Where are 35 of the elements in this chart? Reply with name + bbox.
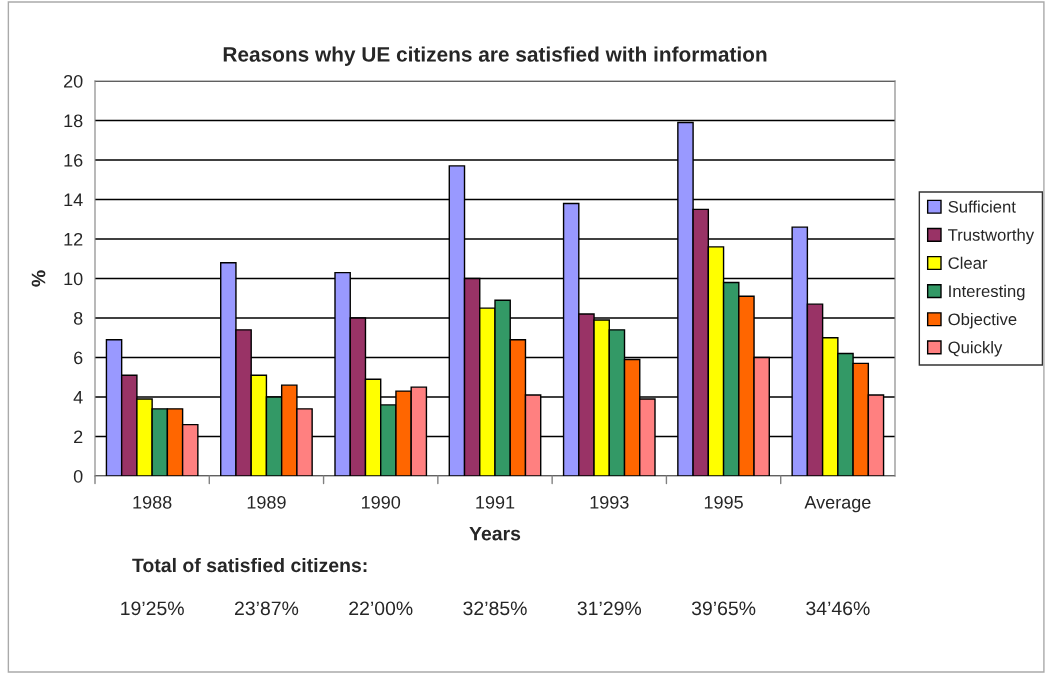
y-tick-label: 4 bbox=[73, 391, 83, 404]
legend-label: Trustworthy bbox=[948, 228, 1035, 245]
y-tick-label: 2 bbox=[74, 430, 83, 444]
y-tick-label: 14 bbox=[64, 193, 83, 207]
text: 23’87% bbox=[234, 601, 299, 616]
y-tick-label: 16 bbox=[64, 153, 83, 167]
text: 22’00% bbox=[349, 601, 413, 616]
legend-label: Clear bbox=[948, 256, 988, 269]
legend-label: Objective bbox=[948, 312, 1017, 329]
x-tick-label: 1990 bbox=[362, 495, 401, 509]
text: 31’29% bbox=[577, 601, 642, 616]
y-tick-label: 6 bbox=[74, 351, 83, 365]
legend-label: Quickly bbox=[948, 341, 1003, 357]
x-tick-label: 1989 bbox=[247, 495, 286, 509]
y-tick-label: 18 bbox=[64, 114, 83, 128]
y-tick-label: 20 bbox=[64, 74, 83, 88]
x-tick-label: 1991 bbox=[476, 495, 515, 509]
x-tick-label: 1995 bbox=[704, 495, 743, 509]
y-axis-title: % bbox=[31, 270, 46, 287]
y-tick-label: 12 bbox=[64, 232, 83, 246]
legend-label: Interesting bbox=[949, 284, 1025, 301]
text: 39’65% bbox=[691, 601, 756, 616]
text: 19’25% bbox=[121, 601, 184, 616]
y-tick-label: 8 bbox=[73, 311, 83, 325]
chart-title: Reasons why UE citizens are satisfied with information bbox=[223, 46, 767, 66]
x-tick-label: 1993 bbox=[590, 495, 629, 509]
y-tick-label: 0 bbox=[73, 469, 83, 483]
text: Total of satisfied citizens: bbox=[132, 557, 367, 573]
y-tick-label: 10 bbox=[64, 272, 83, 286]
legend-label: Sufficient bbox=[948, 200, 1016, 213]
x-tick-label: Average bbox=[804, 496, 871, 513]
text: 34’46% bbox=[806, 601, 870, 616]
x-axis-title: Years bbox=[469, 526, 521, 541]
x-tick-label: 1988 bbox=[133, 495, 172, 509]
text: 32’85% bbox=[463, 601, 527, 616]
